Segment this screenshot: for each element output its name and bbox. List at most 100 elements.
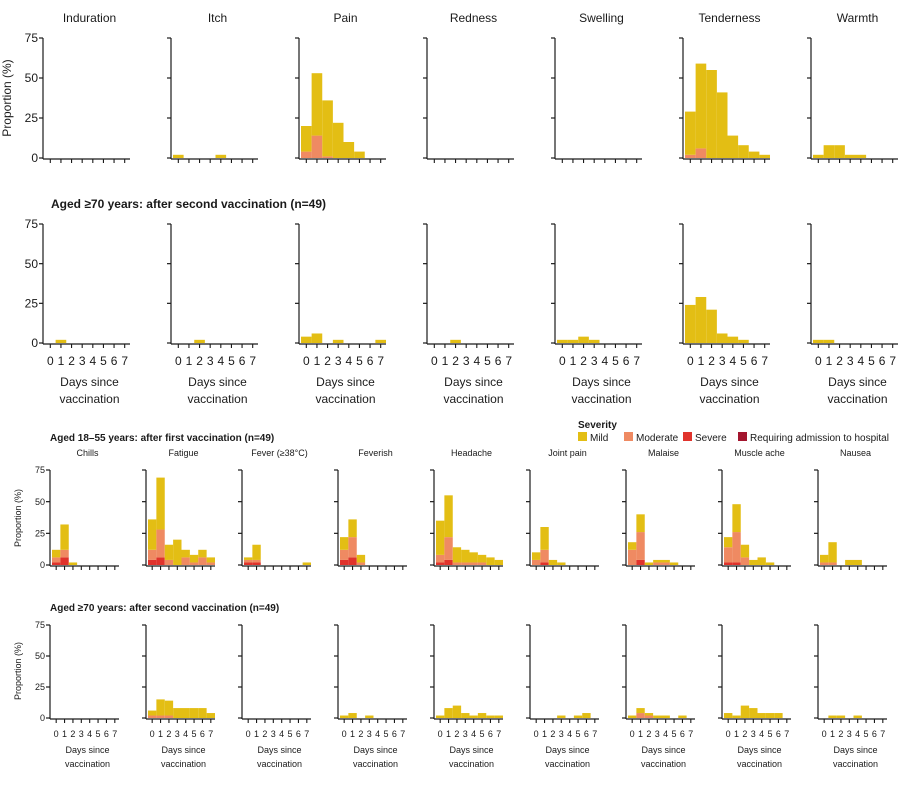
bar-moderate-day-6 bbox=[198, 557, 207, 565]
x-tick-label: 5 bbox=[228, 354, 235, 368]
legend-label-hospital: Requiring admission to hospital bbox=[750, 433, 889, 444]
bar-mild-day-2 bbox=[644, 562, 654, 565]
x-tick-label: 6 bbox=[296, 729, 301, 739]
x-tick-label: 2 bbox=[70, 729, 75, 739]
y-tick-label: 50 bbox=[35, 651, 45, 661]
x-tick-label: 3 bbox=[335, 354, 342, 368]
x-tick-label: 0 bbox=[47, 354, 54, 368]
x-tick-label: 6 bbox=[200, 729, 205, 739]
bar-mild-day-4 bbox=[469, 715, 478, 718]
panel-feverish: Feverish bbox=[334, 448, 407, 570]
figure-labels: Aged ≥70 years: after second vaccination… bbox=[50, 197, 326, 614]
legend-swatch-moderate bbox=[624, 432, 633, 441]
panel-headache: Headache bbox=[430, 448, 503, 570]
x-tick-label: 4 bbox=[729, 354, 736, 368]
x-tick-label: 2 bbox=[358, 729, 363, 739]
y-tick-label: 50 bbox=[25, 71, 39, 85]
bar-mild-day-4 bbox=[661, 559, 670, 563]
x-tick-label: 7 bbox=[400, 729, 405, 739]
x-axis-label-line1: Days since bbox=[828, 375, 887, 389]
x-tick-label: 1 bbox=[830, 729, 835, 739]
x-tick-label: 2 bbox=[838, 729, 843, 739]
bar-mild-day-4 bbox=[343, 142, 355, 158]
x-axis-label-line2: vaccination bbox=[187, 392, 247, 406]
bar-mild-day-3 bbox=[557, 562, 566, 565]
bar-severe-day-0 bbox=[52, 562, 61, 565]
x-tick-label: 3 bbox=[847, 354, 854, 368]
x-axis-label-line1: Days since bbox=[161, 745, 205, 755]
x-tick-label: 6 bbox=[239, 354, 246, 368]
panel-fatigue: Fatigue bbox=[142, 448, 215, 570]
x-tick-label: 5 bbox=[384, 729, 389, 739]
x-tick-label: 5 bbox=[192, 729, 197, 739]
panel-row-systemic-top: 0 25 50 75 Proportion (%) Chills Fatigue Fever … bbox=[13, 448, 887, 570]
x-tick-label: 1 bbox=[254, 729, 259, 739]
bar-moderate-day-0 bbox=[685, 154, 696, 158]
bar-mild-day-4 bbox=[661, 715, 670, 718]
bar-mild-day-1 bbox=[636, 708, 645, 714]
bar-mild-day-1 bbox=[732, 504, 741, 533]
bar-mild-day-1 bbox=[828, 542, 837, 563]
bar-mild-day-3 bbox=[653, 715, 662, 718]
panel-title: Joint pain bbox=[548, 448, 587, 458]
bar-mild-day-3 bbox=[749, 559, 758, 565]
bar-mild-day-1 bbox=[311, 333, 323, 343]
panel-swelling: Swelling bbox=[551, 11, 642, 163]
x-axis-label-line2: vaccination bbox=[641, 759, 686, 769]
x-tick-label: 4 bbox=[663, 729, 668, 739]
bar-mild-day-7 bbox=[494, 715, 503, 718]
bar-mild-day-4 bbox=[469, 552, 478, 563]
bar-mild-day-7 bbox=[759, 154, 770, 158]
bar-severe-day-1 bbox=[732, 562, 741, 565]
x-tick-label: 1 bbox=[826, 354, 833, 368]
bar-moderate-day-2 bbox=[452, 562, 462, 565]
bar-mild-day-0 bbox=[340, 537, 349, 550]
bar-mild-day-2 bbox=[740, 705, 750, 718]
bar-severe-day-0 bbox=[340, 559, 349, 565]
bar-moderate-day-0 bbox=[244, 559, 253, 563]
bar-mild-day-1 bbox=[60, 524, 69, 550]
x-tick-label: 4 bbox=[601, 354, 608, 368]
bar-moderate-day-1 bbox=[695, 148, 707, 158]
panel-title: Warmth bbox=[837, 11, 879, 25]
bar-mild-day-1 bbox=[444, 495, 453, 538]
x-tick-label: 2 bbox=[580, 354, 587, 368]
x-axis-label-line1: Days since bbox=[353, 745, 397, 755]
bar-mild-day-4 bbox=[853, 559, 862, 565]
panel-tenderness: Tenderness bbox=[679, 11, 770, 163]
x-axis-label-line1: Days since bbox=[60, 375, 119, 389]
x-tick-label: 0 bbox=[431, 354, 438, 368]
bar-mild-day-6 bbox=[748, 151, 760, 158]
x-axis-label-line2: vaccination bbox=[571, 392, 631, 406]
x-tick-label: 1 bbox=[158, 729, 163, 739]
panel-induration: Induration bbox=[39, 11, 130, 163]
x-tick-label: 0 bbox=[687, 354, 694, 368]
panel-pain: Pain bbox=[295, 11, 386, 163]
bar-severe-day-1 bbox=[156, 557, 165, 565]
x-axis-label-line1: Days since bbox=[65, 745, 109, 755]
x-tick-label: 2 bbox=[196, 354, 203, 368]
bar-moderate-day-5 bbox=[477, 562, 487, 565]
bar-moderate-day-0 bbox=[820, 562, 829, 565]
bar-mild-day-3 bbox=[557, 715, 566, 718]
bar-mild-day-3 bbox=[716, 92, 728, 158]
bar-moderate-day-2 bbox=[644, 715, 654, 718]
bar-mild-day-3 bbox=[844, 154, 856, 158]
bar-mild-day-2 bbox=[164, 700, 174, 716]
bar-mild-day-0 bbox=[340, 715, 349, 718]
x-tick-label: 7 bbox=[592, 729, 597, 739]
x-tick-label: 7 bbox=[249, 354, 256, 368]
bar-mild-day-2 bbox=[706, 309, 717, 343]
y-tick-label: 0 bbox=[31, 151, 38, 165]
bar-moderate-day-0 bbox=[148, 549, 157, 560]
x-tick-label: 6 bbox=[879, 354, 886, 368]
bar-moderate-day-1 bbox=[348, 537, 357, 558]
x-axis-label-line2: vaccination bbox=[443, 392, 503, 406]
x-tick-label: 7 bbox=[208, 729, 213, 739]
bar-moderate-day-0 bbox=[148, 715, 157, 718]
panel-title: Headache bbox=[451, 448, 492, 458]
bar-moderate-day-2 bbox=[356, 562, 366, 565]
